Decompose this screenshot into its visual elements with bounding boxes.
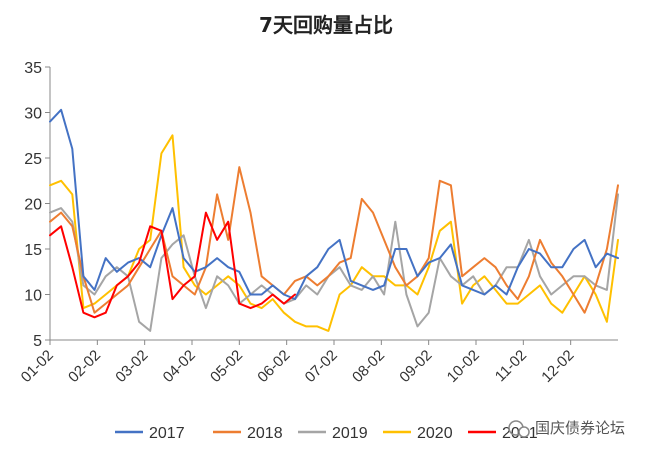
legend: 20172018201920202021 (115, 425, 538, 442)
y-tick-label: 20 (24, 197, 42, 214)
legend-label-2017: 2017 (149, 425, 185, 442)
x-tick-label: 11-02 (492, 347, 530, 385)
y-tick-label: 5 (33, 333, 42, 350)
legend-label-2019: 2019 (332, 425, 368, 442)
series-line-2021 (49, 211, 296, 319)
y-tick-label: 35 (24, 60, 42, 77)
series-line-2018 (49, 166, 619, 314)
x-tick-label: 02-02 (65, 347, 104, 386)
x-tick-label: 12-02 (538, 347, 577, 386)
watermark: 国庆债券论坛 (508, 420, 625, 438)
series-line-2017 (49, 108, 619, 301)
x-tick-label: 07-02 (302, 347, 341, 386)
x-tick-label: 10-02 (444, 347, 483, 386)
x-tick-label: 05-02 (207, 347, 246, 386)
plot-area (49, 108, 619, 332)
x-tick-label: 01-02 (18, 347, 57, 386)
y-tick-label: 15 (24, 242, 42, 259)
legend-label-2018: 2018 (247, 425, 283, 442)
chart-title: 7天回购量占比 (259, 13, 393, 37)
series-line-2019 (49, 193, 619, 332)
x-tick-label: 08-02 (349, 347, 388, 386)
axes: 5 10 15 20 25 30 35 01-02 02-02 03-02 04-02 05-02 06… (18, 60, 618, 386)
x-tick-label: 09-02 (396, 347, 435, 386)
watermark-label: 国庆债券论坛 (535, 420, 625, 437)
y-tick-label: 25 (24, 151, 42, 168)
legend-label-2020: 2020 (417, 425, 453, 442)
series-line-2020 (49, 134, 619, 332)
y-tick-label: 30 (24, 106, 42, 123)
x-tick-label: 04-02 (160, 347, 199, 386)
y-tick-label: 10 (24, 288, 42, 305)
x-tick-label: 06-02 (254, 347, 293, 386)
wechat-icon-small (518, 426, 530, 438)
x-tick-label: 03-02 (112, 347, 151, 386)
